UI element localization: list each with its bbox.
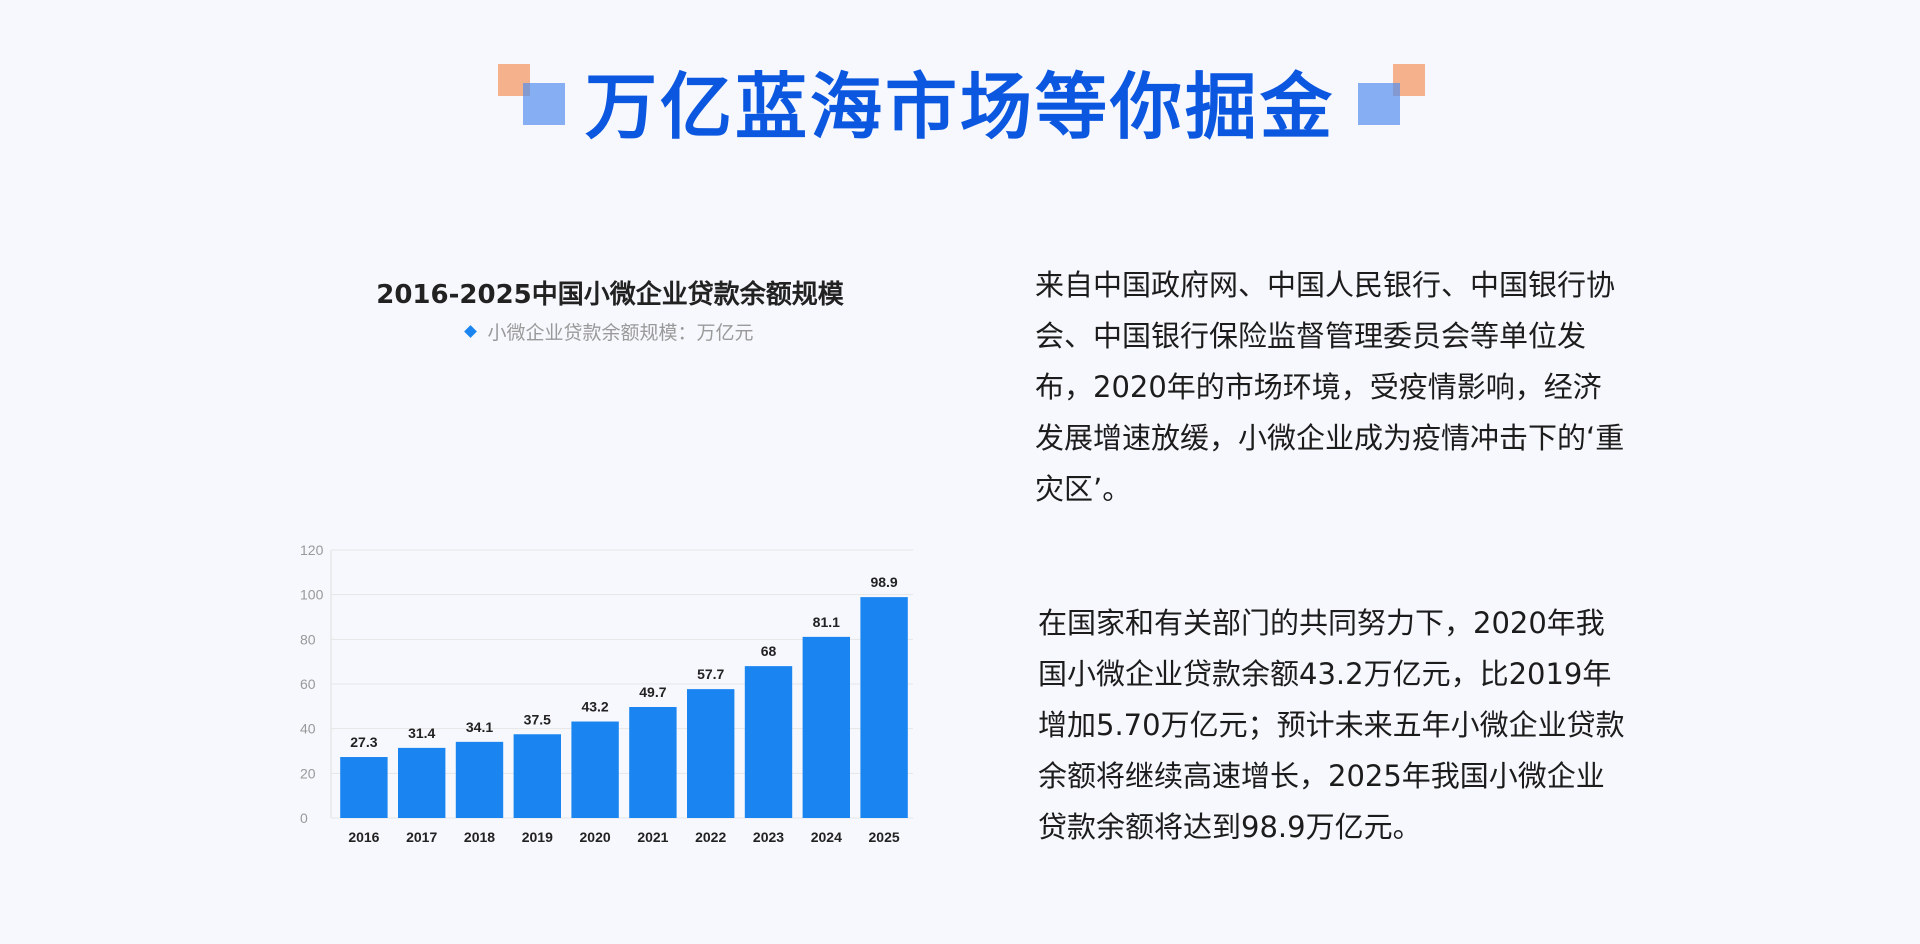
data-label: 34.1 xyxy=(466,719,493,735)
data-label: 43.2 xyxy=(581,699,608,715)
x-tick-label: 2020 xyxy=(580,829,611,845)
chart-title: 2016-2025中国小微企业贷款余额规模 xyxy=(376,280,844,310)
legend-label: 小微企业贷款余额规模：万亿元 xyxy=(487,322,754,344)
data-label: 98.9 xyxy=(870,574,897,590)
bar-chart: 0 20 40 60 80 100 120 27.3 2016 31.4 2017 34.1 2018 3… xyxy=(300,542,913,845)
bar xyxy=(340,757,388,818)
x-tick-label: 2017 xyxy=(406,829,437,845)
chart-legend: 小微企业贷款余额规模：万亿元 xyxy=(290,318,930,345)
bar xyxy=(802,636,850,818)
x-tick-label: 2019 xyxy=(522,829,553,845)
x-tick-label: 2018 xyxy=(464,829,495,845)
bar xyxy=(629,707,677,818)
x-tick-label: 2025 xyxy=(869,829,900,845)
y-tick-label: 100 xyxy=(300,587,324,603)
data-label: 81.1 xyxy=(813,614,840,630)
data-label: 68 xyxy=(761,643,777,659)
y-tick-label: 80 xyxy=(300,631,316,647)
bar xyxy=(398,747,446,818)
bar xyxy=(513,734,561,818)
legend-diamond-icon xyxy=(464,325,478,338)
bar xyxy=(687,689,735,818)
data-label: 31.4 xyxy=(408,725,435,741)
x-tick-label: 2016 xyxy=(348,829,379,845)
y-tick-label: 20 xyxy=(300,765,316,781)
y-tick-label: 120 xyxy=(300,542,324,558)
data-label: 27.3 xyxy=(350,734,377,750)
bar xyxy=(744,666,793,818)
bar xyxy=(455,741,504,818)
data-label: 37.5 xyxy=(524,711,551,727)
x-tick-label: 2023 xyxy=(753,829,784,845)
x-tick-label: 2024 xyxy=(811,829,842,845)
y-tick-label: 0 xyxy=(300,810,308,826)
data-label: 49.7 xyxy=(639,684,666,700)
page-title: 万亿蓝海市场等你掘金 xyxy=(584,65,1335,149)
bar xyxy=(571,721,619,818)
x-tick-label: 2022 xyxy=(695,829,726,845)
x-tick-label: 2021 xyxy=(637,829,668,845)
data-label: 57.7 xyxy=(697,666,724,682)
y-tick-label: 40 xyxy=(300,721,316,737)
y-tick-label: 60 xyxy=(300,676,316,692)
bar xyxy=(860,597,908,818)
paragraph-source: 来自中国政府网、中国人民银行、中国银行协会、中国银行保险监督管理委员会等单位发布… xyxy=(1035,268,1625,506)
paragraph-forecast: 在国家和有关部门的共同努力下，2020年我国小微企业贷款余额43.2万亿元，比2… xyxy=(1038,606,1625,844)
